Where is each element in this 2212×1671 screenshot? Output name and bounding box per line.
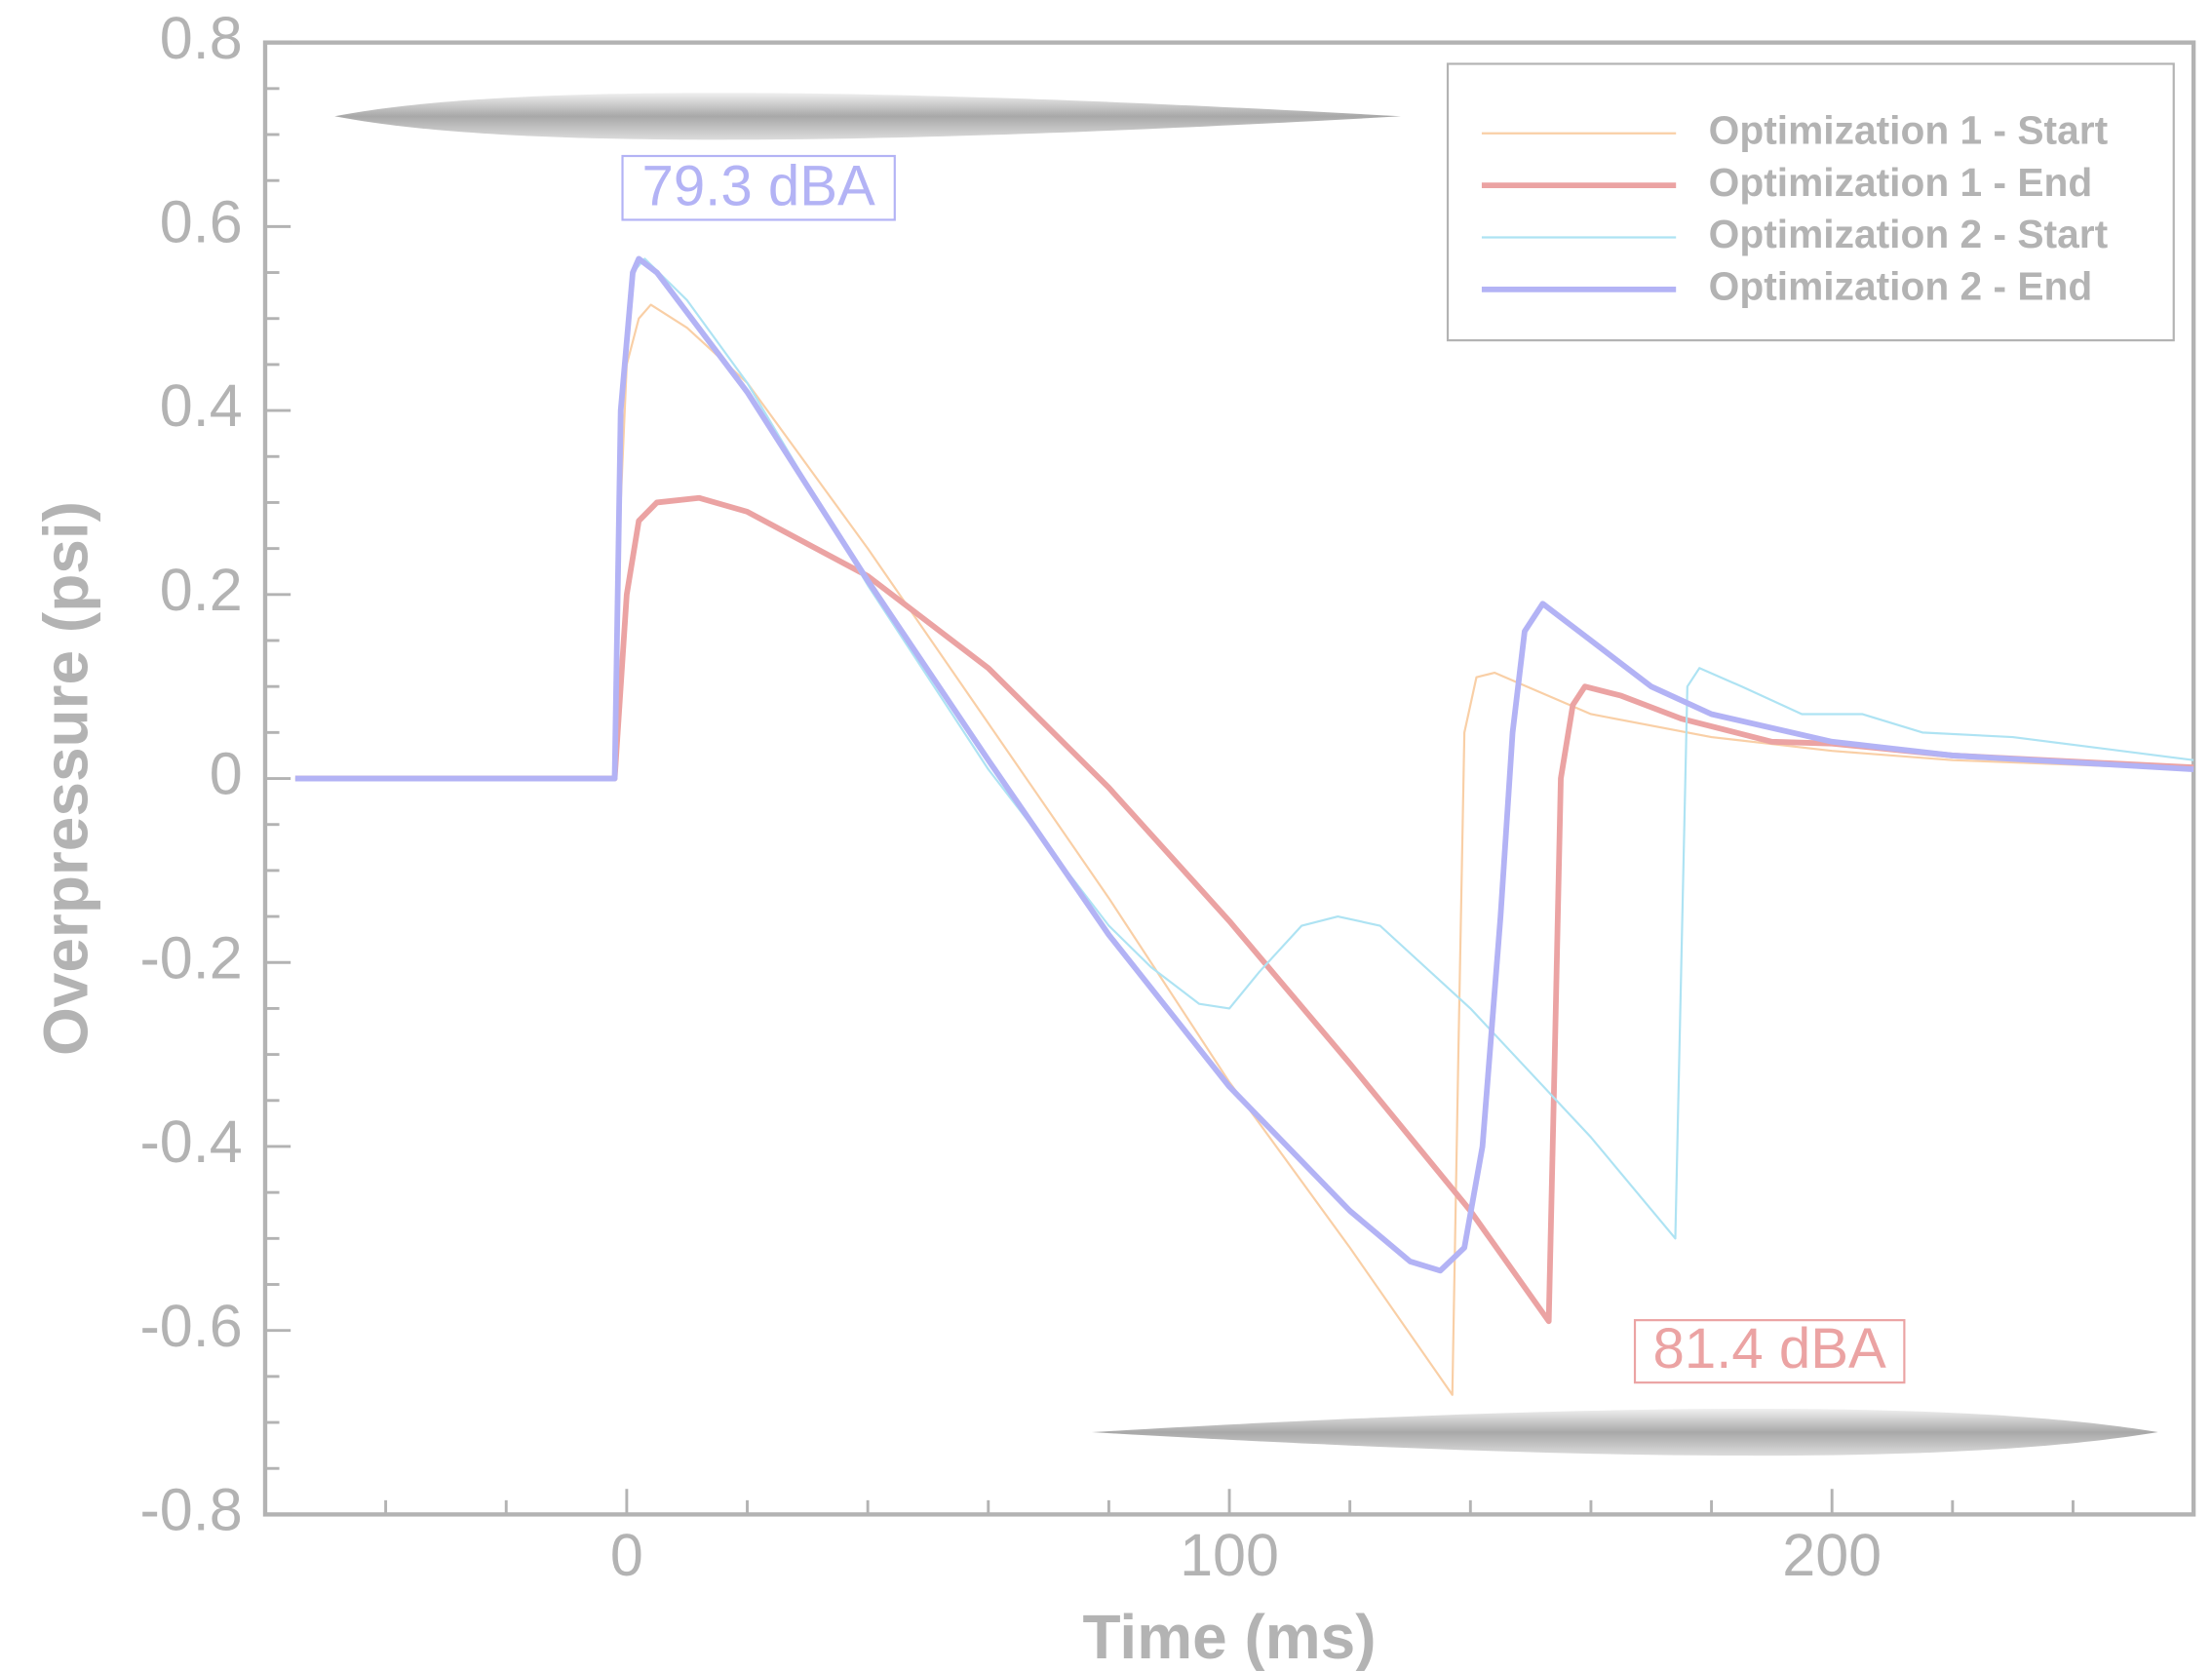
aircraft-shape	[334, 93, 1402, 140]
y-tick-label: -0.8	[139, 1477, 242, 1543]
aircraft-shape	[1091, 1408, 2158, 1457]
y-tick-label: 0.6	[160, 189, 243, 255]
x-tick-label: 100	[1180, 1522, 1279, 1588]
legend-label: Optimization 2 - End	[1709, 264, 2093, 309]
x-tick-label: 200	[1782, 1522, 1882, 1588]
annotation: 79.3 dBA	[642, 154, 875, 217]
annotation-box	[1633, 1319, 1906, 1384]
y-tick-label: 0.4	[160, 372, 243, 439]
legend-label: Optimization 1 - Start	[1709, 107, 2109, 152]
x-axis-title: Time (ms)	[1083, 1602, 1377, 1671]
y-tick-label: -0.6	[139, 1293, 242, 1359]
data-line	[294, 255, 2194, 1274]
legend-label: Optimization 2 - Start	[1709, 212, 2109, 256]
y-axis-title: Overpressure (psi)	[31, 501, 101, 1056]
y-tick-label: -0.4	[139, 1108, 242, 1175]
data-line	[294, 303, 2194, 1396]
annotation: 81.4 dBA	[1653, 1317, 1886, 1380]
data-line	[294, 494, 2194, 1325]
y-tick-label: -0.2	[139, 924, 242, 991]
data-line	[294, 257, 2194, 1240]
y-tick-label: 0.8	[160, 5, 243, 71]
x-tick-label: 0	[610, 1522, 643, 1588]
annotation-box	[621, 154, 896, 221]
y-tick-label: 0	[210, 741, 243, 807]
legend-box	[1446, 62, 2175, 342]
y-tick-label: 0.2	[160, 557, 243, 623]
legend-label: Optimization 1 - End	[1709, 160, 2093, 205]
